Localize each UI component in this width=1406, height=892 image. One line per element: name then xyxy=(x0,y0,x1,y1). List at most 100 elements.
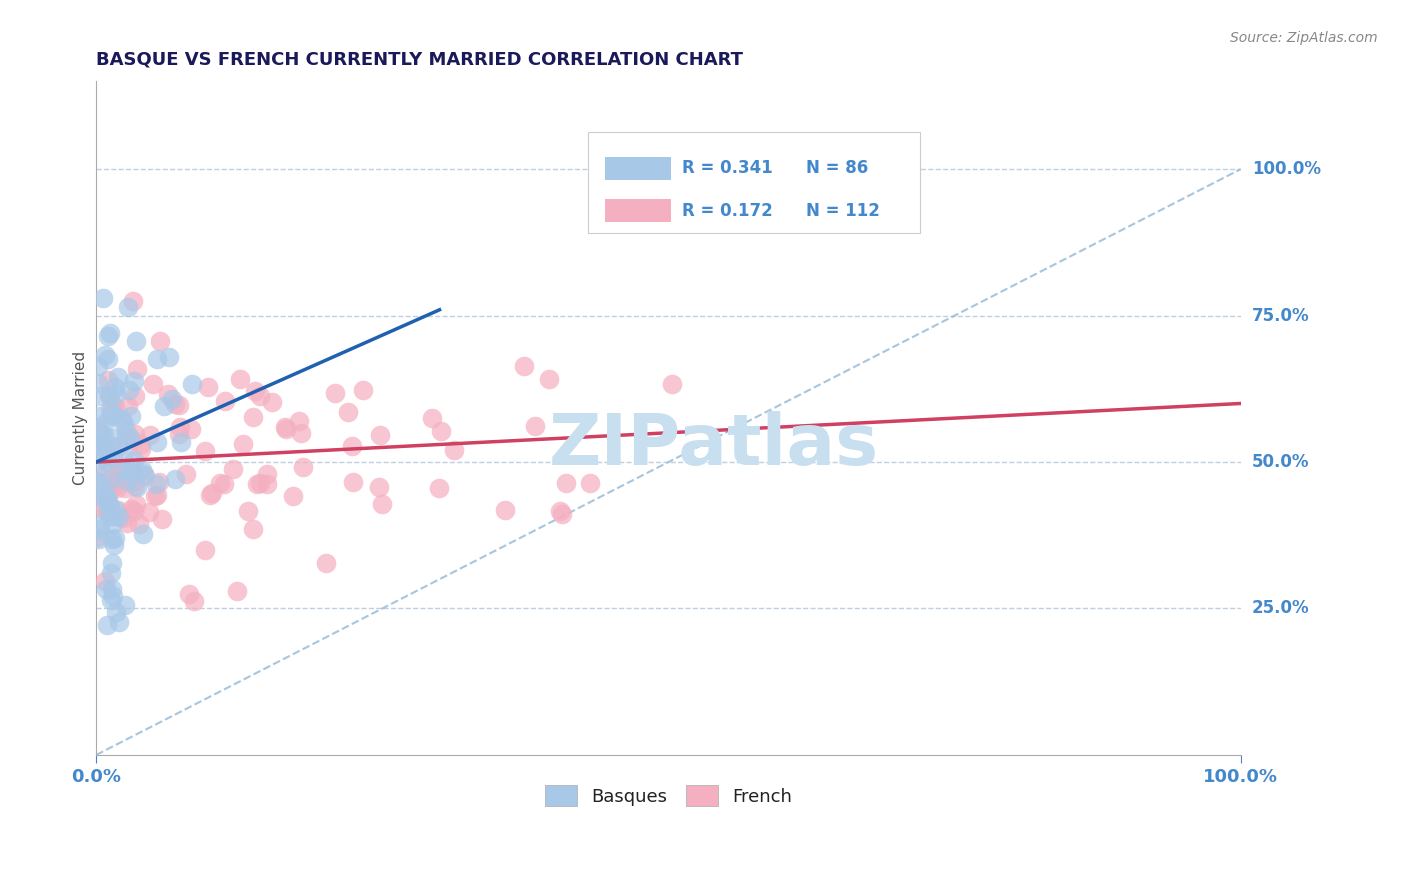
Point xyxy=(101,532,124,546)
Point xyxy=(245,477,267,491)
Point xyxy=(370,428,392,442)
Point xyxy=(89,478,111,492)
Point xyxy=(98,388,121,402)
Point xyxy=(111,511,134,525)
Point xyxy=(200,488,222,502)
Point xyxy=(249,389,271,403)
Point xyxy=(86,529,108,543)
Point xyxy=(94,465,117,479)
Point xyxy=(276,422,298,436)
Point xyxy=(201,486,224,500)
Text: N = 86: N = 86 xyxy=(806,160,869,178)
Point xyxy=(122,293,145,308)
Point xyxy=(146,488,169,502)
Point xyxy=(180,422,202,436)
Point xyxy=(288,413,311,427)
Point xyxy=(100,438,122,452)
Point xyxy=(148,475,170,489)
Point xyxy=(90,426,112,441)
Point xyxy=(112,417,135,431)
Point xyxy=(96,490,118,504)
Point xyxy=(97,352,120,367)
Point xyxy=(98,499,121,513)
Point xyxy=(124,479,146,493)
Point xyxy=(143,489,166,503)
Text: Source: ZipAtlas.com: Source: ZipAtlas.com xyxy=(1230,31,1378,45)
Point xyxy=(108,439,131,453)
Point xyxy=(579,475,602,490)
Point xyxy=(97,505,120,519)
FancyBboxPatch shape xyxy=(606,157,671,180)
Point xyxy=(122,374,145,388)
Point xyxy=(94,348,117,362)
Point xyxy=(97,493,120,508)
Point xyxy=(86,475,108,490)
Point xyxy=(91,291,114,305)
Point xyxy=(342,475,364,489)
Point xyxy=(548,504,571,518)
Point xyxy=(232,437,254,451)
Point xyxy=(290,426,312,441)
Point xyxy=(160,392,183,407)
Point xyxy=(167,427,190,442)
Point xyxy=(120,409,142,423)
Point xyxy=(101,556,124,570)
Point xyxy=(121,433,143,447)
Point xyxy=(93,574,115,589)
Point xyxy=(105,475,128,490)
Point xyxy=(427,482,450,496)
Point xyxy=(125,334,148,348)
Point xyxy=(149,334,172,348)
Point xyxy=(169,419,191,434)
Point xyxy=(152,399,174,413)
Point xyxy=(538,372,561,386)
Point xyxy=(90,425,112,440)
Point xyxy=(114,481,136,495)
Point xyxy=(103,409,125,423)
Text: N = 112: N = 112 xyxy=(806,202,880,219)
Point xyxy=(242,522,264,536)
Point xyxy=(97,373,120,387)
Point xyxy=(117,475,139,489)
Point xyxy=(229,372,252,386)
Point xyxy=(315,556,337,570)
Point xyxy=(103,509,125,524)
Text: 100.0%: 100.0% xyxy=(1251,161,1320,178)
Point xyxy=(90,389,112,403)
Point xyxy=(96,618,118,632)
Point xyxy=(661,376,683,391)
Point xyxy=(94,505,117,519)
Point xyxy=(107,502,129,516)
Point xyxy=(131,527,153,541)
Point xyxy=(105,387,128,401)
Point xyxy=(323,385,346,400)
Point xyxy=(94,495,117,509)
Point xyxy=(368,480,391,494)
Point xyxy=(104,400,127,414)
Point xyxy=(197,380,219,394)
Text: ZIPatlas: ZIPatlas xyxy=(550,410,879,480)
Point xyxy=(138,506,160,520)
Point xyxy=(131,463,153,477)
Point xyxy=(174,467,197,481)
Point xyxy=(121,463,143,477)
Point xyxy=(291,460,314,475)
Point xyxy=(87,376,110,390)
Point xyxy=(97,328,120,343)
Point xyxy=(100,592,122,607)
Point xyxy=(101,582,124,597)
Point xyxy=(139,428,162,442)
Point xyxy=(86,437,108,451)
Point xyxy=(86,489,108,503)
Point xyxy=(494,502,516,516)
Text: R = 0.172: R = 0.172 xyxy=(682,202,773,219)
Point xyxy=(429,424,451,438)
Point xyxy=(443,442,465,457)
Point xyxy=(274,420,297,434)
Point xyxy=(104,380,127,394)
Point xyxy=(256,467,278,482)
Point xyxy=(96,455,118,469)
Point xyxy=(260,394,283,409)
Point xyxy=(108,464,131,478)
Point xyxy=(124,389,146,403)
